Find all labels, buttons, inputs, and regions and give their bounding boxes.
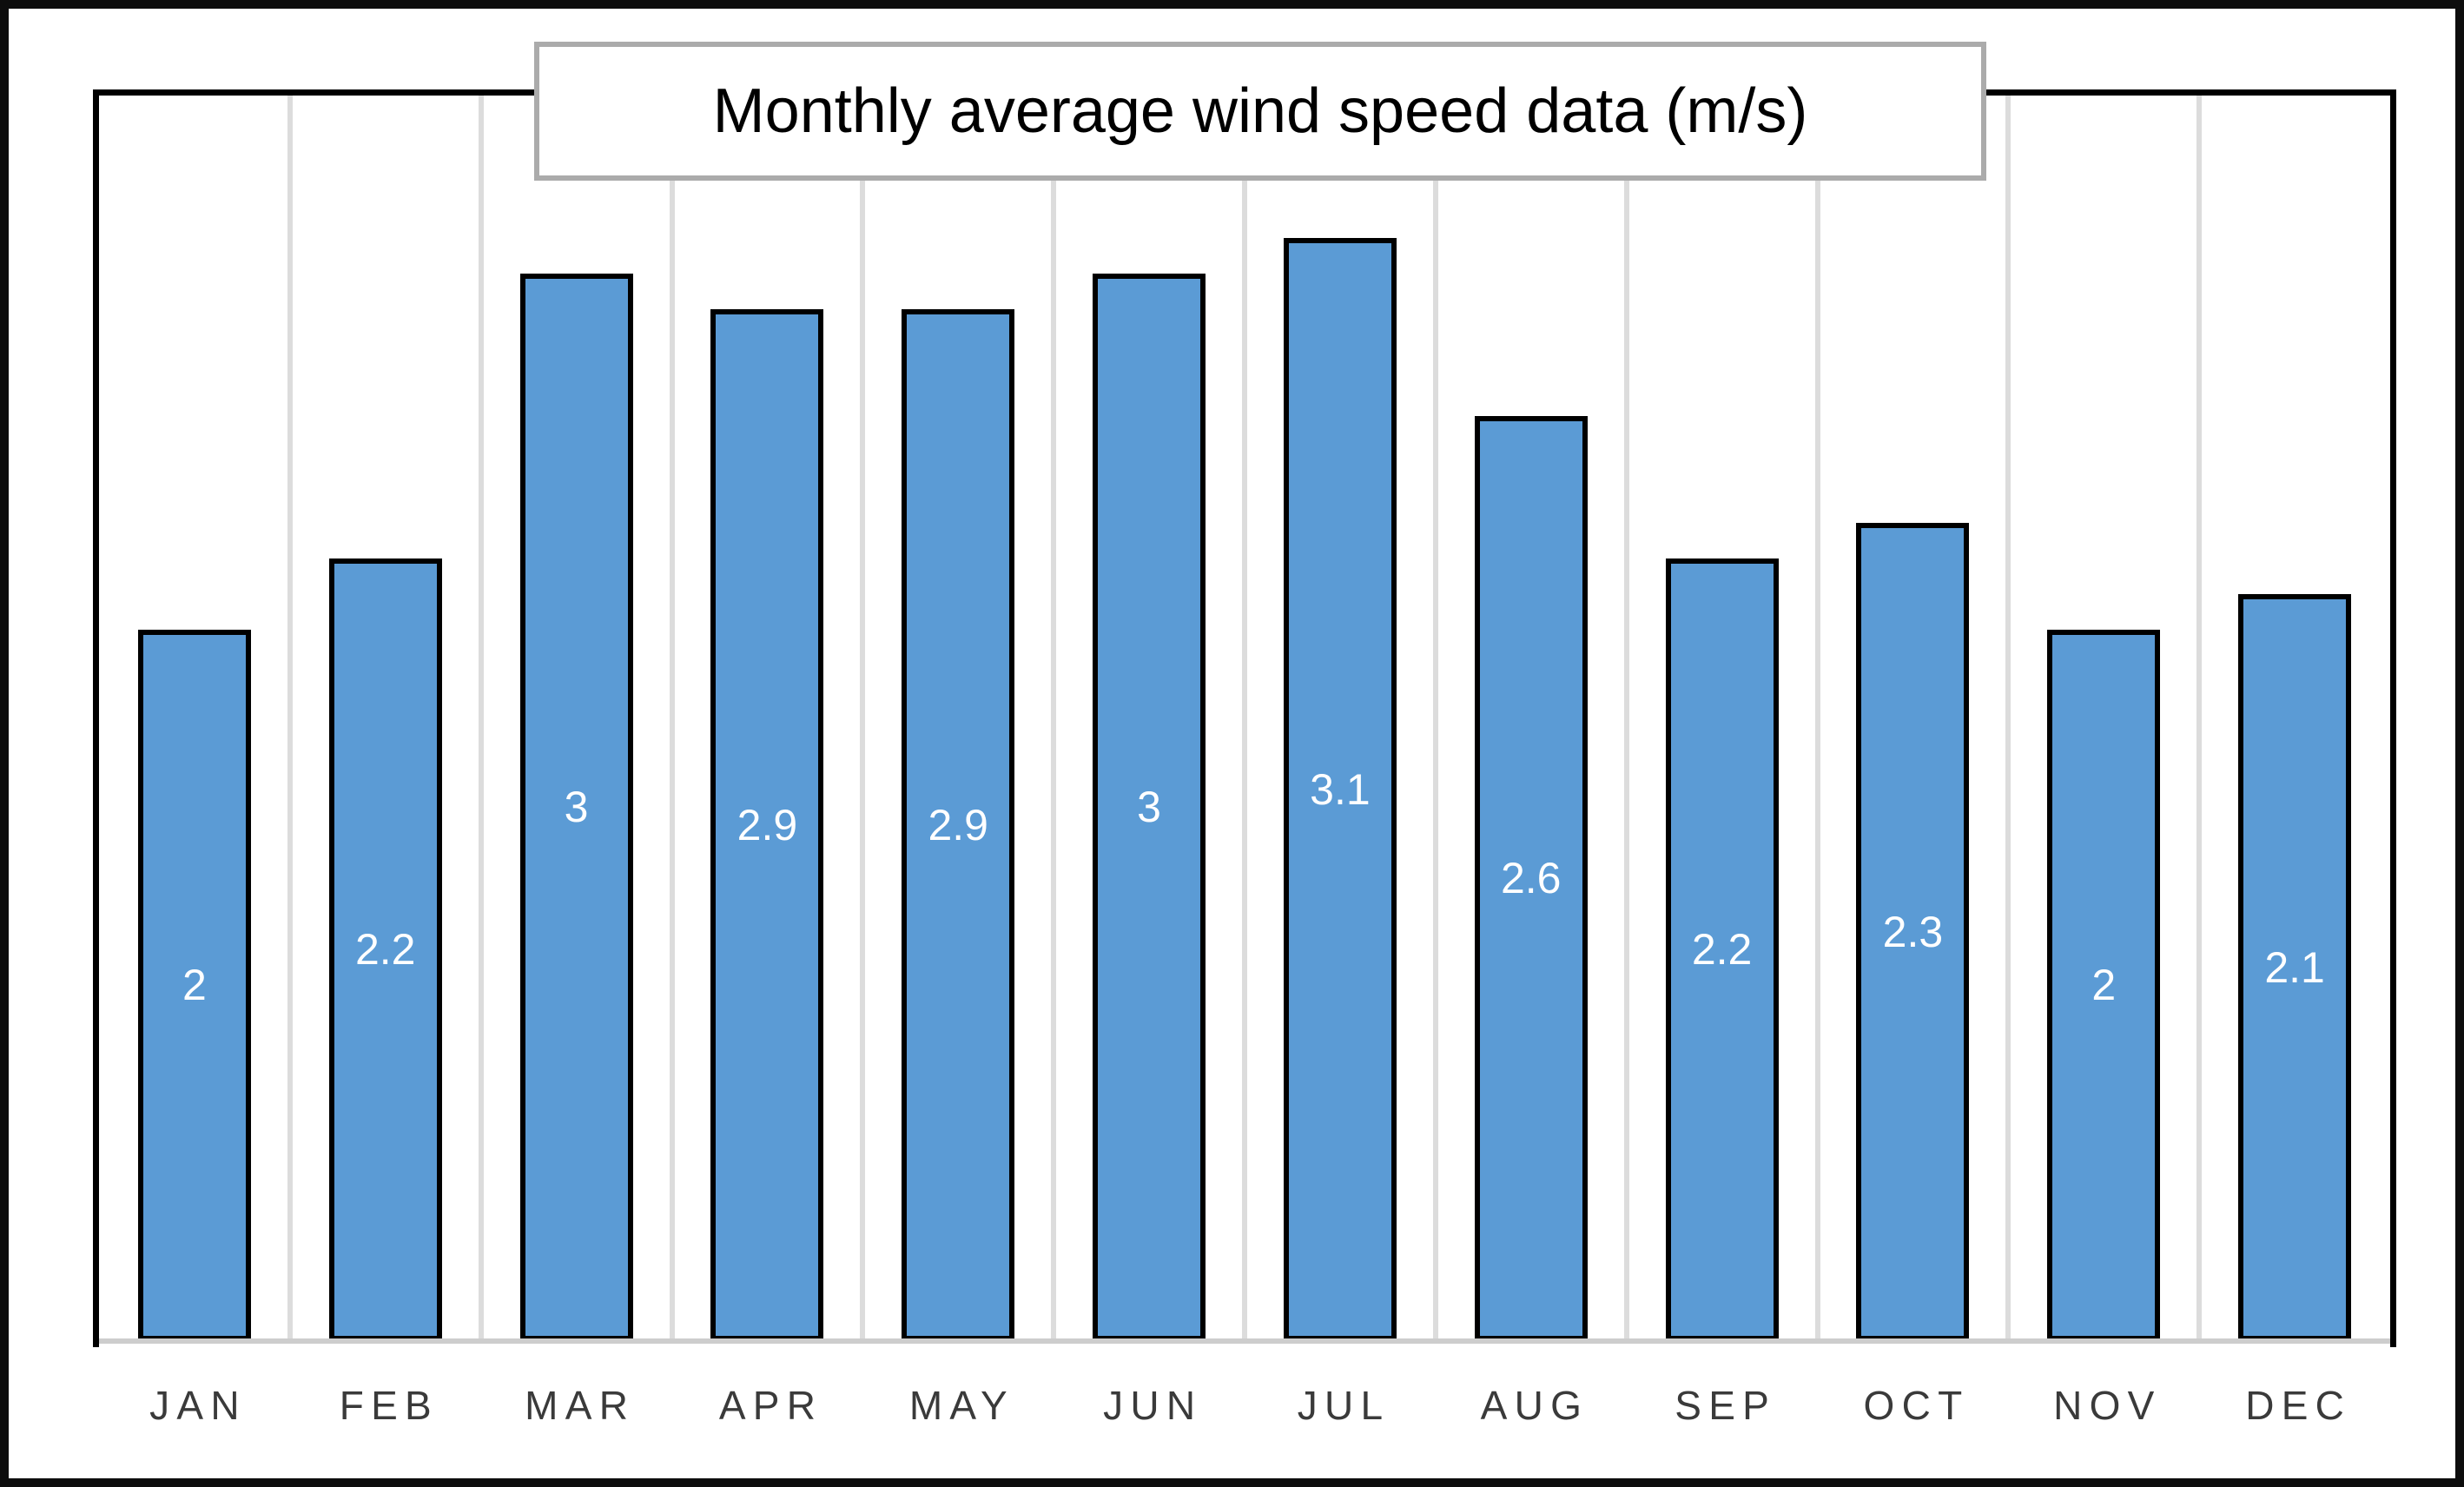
x-axis-label-sep: SEP bbox=[1675, 1383, 1777, 1428]
x-axis-label-jan: JAN bbox=[149, 1383, 247, 1428]
bar-oct: 2.3 bbox=[1856, 522, 1970, 1341]
bar-dec: 2.1 bbox=[2238, 593, 2352, 1341]
vertical-gridline bbox=[2196, 96, 2203, 1341]
chart-title: Monthly average wind speed data (m/s) bbox=[712, 76, 1808, 146]
x-axis-label-jul: JUL bbox=[1297, 1383, 1391, 1428]
x-axis-label-apr: APR bbox=[718, 1383, 823, 1428]
bar-feb: 2.2 bbox=[328, 558, 442, 1341]
bar-value-label: 2.9 bbox=[737, 800, 798, 849]
vertical-gridline bbox=[287, 96, 293, 1341]
bar-value-label: 2.2 bbox=[1691, 925, 1753, 975]
bar-jan: 2 bbox=[137, 629, 251, 1341]
bar-may: 2.9 bbox=[902, 308, 1015, 1341]
vertical-gridline bbox=[669, 96, 675, 1341]
x-axis-label-may: MAY bbox=[908, 1383, 1014, 1428]
bar-value-label: 2.6 bbox=[1500, 854, 1562, 903]
vertical-gridline bbox=[860, 96, 866, 1341]
vertical-gridline bbox=[1432, 96, 1438, 1341]
bar-value-label: 2.1 bbox=[2264, 942, 2325, 992]
bar-value-label: 2 bbox=[2091, 961, 2117, 1010]
vertical-gridline bbox=[1623, 96, 1629, 1341]
bar-mar: 3 bbox=[519, 273, 633, 1341]
x-axis-label-mar: MAR bbox=[525, 1383, 636, 1428]
vertical-gridline bbox=[478, 96, 484, 1341]
x-axis-label-dec: DEC bbox=[2245, 1383, 2352, 1428]
bar-aug: 2.6 bbox=[1474, 415, 1588, 1341]
x-axis-label-aug: AUG bbox=[1480, 1383, 1589, 1428]
bar-nov: 2 bbox=[2047, 629, 2161, 1341]
vertical-gridline bbox=[1814, 96, 1820, 1341]
x-axis-label-feb: FEB bbox=[339, 1383, 439, 1428]
x-axis-label-nov: NOV bbox=[2053, 1383, 2162, 1428]
bar-value-label: 3.1 bbox=[1310, 764, 1371, 814]
bar-value-label: 2.3 bbox=[1882, 907, 1944, 956]
bar-value-label: 2.9 bbox=[928, 800, 988, 849]
x-axis-label-jun: JUN bbox=[1103, 1383, 1203, 1428]
chart-title-box: Monthly average wind speed data (m/s) bbox=[534, 42, 1986, 181]
x-axis-label-oct: OCT bbox=[1863, 1383, 1970, 1428]
bar-value-label: 2 bbox=[182, 961, 207, 1010]
bar-value-label: 3 bbox=[1137, 783, 1161, 832]
bar-jun: 3 bbox=[1093, 273, 1206, 1341]
x-axis-line bbox=[99, 1338, 2390, 1344]
bar-sep: 2.2 bbox=[1665, 558, 1779, 1341]
bar-value-label: 3 bbox=[564, 783, 589, 832]
bar-apr: 2.9 bbox=[710, 308, 824, 1341]
vertical-gridline bbox=[1051, 96, 1057, 1341]
vertical-gridline bbox=[1242, 96, 1247, 1341]
vertical-gridline bbox=[2005, 96, 2011, 1341]
bar-value-label: 2.2 bbox=[354, 925, 416, 975]
bar-jul: 3.1 bbox=[1283, 237, 1397, 1341]
